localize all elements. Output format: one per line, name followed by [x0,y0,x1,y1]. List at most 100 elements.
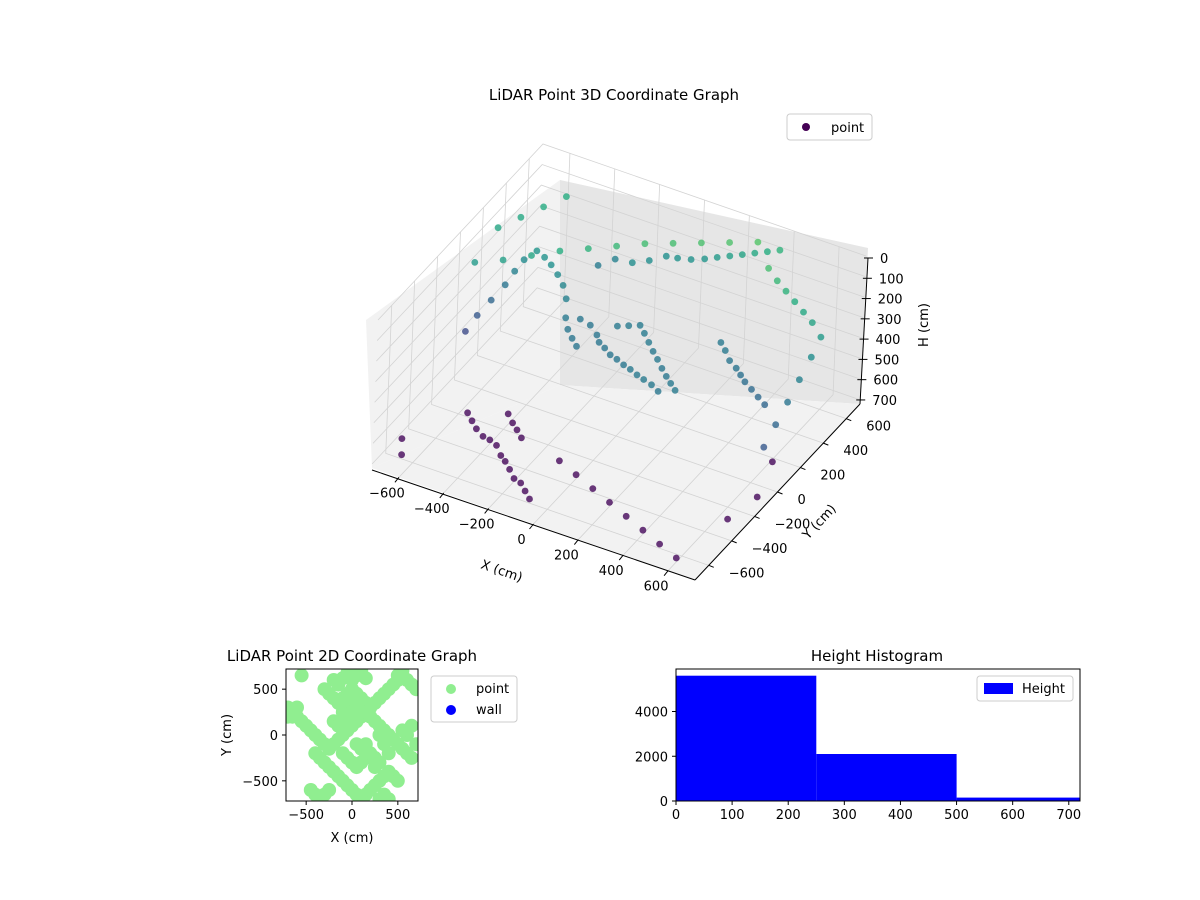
pane-left [366,180,560,468]
point-3d [800,308,807,316]
point-3d [667,380,675,387]
point-3d [533,247,541,255]
x-tick-label-histogram: 200 [776,808,801,823]
y-tick-label-3d: −600 [729,566,765,581]
x-tick-label-3d: −400 [414,502,450,517]
histogram-bar [816,754,957,801]
x-tick-3d [439,492,445,499]
grid-line-x [398,153,571,478]
point-3d [782,287,790,295]
legend-histogram-swatch [984,683,1013,694]
point-3d [701,255,709,263]
legend-histogram-label: Height [1022,682,1065,697]
x-tick-label-3d: 600 [644,580,669,595]
point-3d [645,257,653,264]
point-2d-point [381,746,396,761]
point-3d [721,347,729,354]
x-ticks-3d: −600 −400 −200 0 200 400 600 [369,477,669,595]
point-3d [791,298,799,306]
chart-3d: LiDAR Point 3D Coordinate Graph −600 −400… [366,86,932,595]
grid-line-y [522,158,847,420]
point-2d-point [358,671,373,686]
points-2d [286,669,418,801]
z-axis-label-3d: H (cm) [917,303,932,347]
y-axis-label-2d: Y (cm) [220,714,235,757]
pane-back [560,180,868,404]
point-3d [494,224,502,232]
point-3d [658,365,666,372]
grid-line-h [373,246,862,424]
histogram-bar [676,675,817,801]
point-3d [509,419,516,427]
grid-line-y [454,231,778,493]
point-3d [698,239,705,247]
point-2d-point [404,750,418,765]
grid-line-h [377,143,867,321]
point-3d [462,328,469,335]
y-tick-label-3d: 400 [843,444,868,459]
point-3d [504,410,512,418]
grid-line-h [372,266,862,444]
chart-2d-title: LiDAR Point 2D Coordinate Graph [227,647,477,665]
point-2d-point [395,723,410,738]
y-tick-label-3d: −200 [775,517,811,532]
x-axis-label-3d: X (cm) [479,558,525,586]
y-tick-label-3d: −400 [752,542,788,557]
z-tick-label-3d: 0 [880,252,888,267]
point-3d [732,364,740,372]
z-tick-label-3d: 100 [879,272,904,287]
point-3d [562,295,570,303]
x-axis-label-2d: X (cm) [331,831,374,846]
point-3d [764,248,771,256]
legend-3d: point [786,113,873,141]
point-3d [563,193,570,201]
point-3d [776,246,784,254]
point-3d [671,387,679,394]
grid-line-y [431,256,755,517]
y-tick-3d [708,564,714,568]
x-tick-3d [394,477,400,483]
point-3d [520,256,528,264]
x-ticks-histogram: 0 100 200 300 400 500 600 700 [672,801,1081,823]
y-tick-3d [731,540,737,544]
grid-line-x [443,168,616,494]
y-tick-label-2d: 0 [270,729,278,744]
legend-3d-frame [786,113,873,141]
x-tick-label-3d: 200 [554,549,579,564]
point-3d [726,252,734,260]
point-2d-point [372,755,387,770]
point-3d [641,240,649,248]
x-tick-label-3d: 0 [517,533,525,548]
legend-3d-label-point: point [831,121,864,136]
histogram-bar [956,797,1080,801]
legend-2d-marker-point [446,684,456,694]
point-3d [724,515,731,523]
point-3d [817,333,825,341]
point-3d [613,355,621,363]
point-3d [526,495,533,503]
y-tick-3d [823,442,829,446]
x-tick-label-2d: 500 [385,808,410,823]
point-3d [594,262,602,269]
x-tick-3d [573,539,579,545]
point-3d [554,271,562,278]
z-tick-label-3d: 200 [878,293,903,308]
point-2d-point [358,737,373,752]
point-3d [468,417,476,425]
grid-line-y [408,280,732,542]
point-3d [576,315,584,323]
point-3d [717,339,725,346]
point-3d [518,434,525,442]
y-tick-3d [800,467,806,471]
point-3d [606,499,613,506]
point-3d [589,485,597,492]
point-3d [398,435,406,442]
y-tick-label-2d: −500 [242,775,278,790]
point-3d [620,361,627,369]
grid-line-x [578,215,750,540]
point-3d [613,242,620,250]
x-tick-label-2d: 0 [348,808,356,823]
y-tick-label-histogram: 2000 [635,750,668,765]
x-axis-line [371,469,696,581]
point-3d [499,256,507,264]
